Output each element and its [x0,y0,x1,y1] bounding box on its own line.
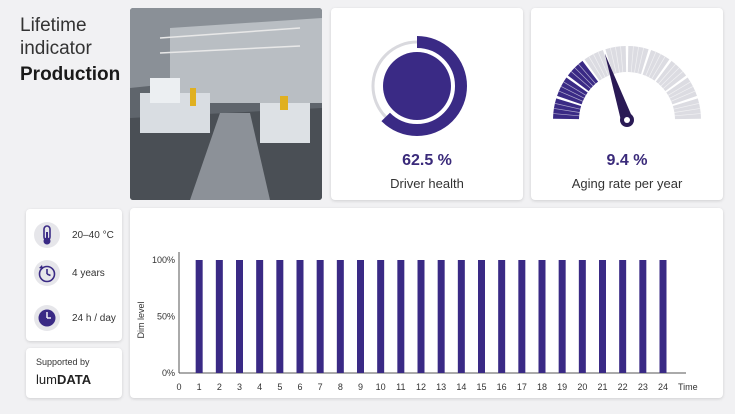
x-tick-label: 14 [456,382,466,392]
bar-hour-8 [336,260,344,373]
x-tick-label: 19 [557,382,567,392]
condition-daily-use: 24 h / day [34,305,116,331]
condition-lifetime: 4 years [34,260,105,286]
condition-lifetime-text: 4 years [72,267,105,279]
bar-hour-1 [195,260,203,373]
x-tick-label: 24 [658,382,668,392]
bar-hour-21 [599,260,606,373]
x-tick-label: 18 [537,382,547,392]
driver-health-value: 62.5 % [402,152,452,169]
page-title-block: Lifetime indicator Production [20,14,120,88]
x-tick-label: 17 [517,382,527,392]
bar-hour-13 [437,260,445,373]
bar-hour-16 [498,260,506,373]
x-tick-label: 15 [476,382,486,392]
aging-rate-card: 9.4 % Aging rate per year [531,8,723,200]
x-tick-label: 9 [358,382,363,392]
y-tick-label: 50% [157,312,175,322]
y-tick-label: 0% [162,368,175,378]
driver-health-label: Driver health [390,176,464,191]
x-tick-label: 5 [277,382,282,392]
bar-hour-14 [457,260,465,373]
x-tick-label: 10 [376,382,386,392]
condition-daily-use-text: 24 h / day [72,312,116,324]
x-tick-label: 3 [237,382,242,392]
y-axis-title: Dim level [136,301,146,338]
supported-by-label: Supported by [36,357,90,367]
bar-hour-24 [659,260,667,373]
gauge-needle [604,53,633,122]
bar-hour-19 [558,260,566,373]
x-tick-label: 6 [297,382,302,392]
bar-hour-17 [518,260,526,373]
x-tick-label: 21 [597,382,607,392]
bar-hour-12 [417,260,425,373]
x-axis-title: Time [678,382,698,392]
aging-rate-label: Aging rate per year [571,176,683,191]
y-tick-label: 100% [152,255,175,265]
bar-hour-9 [357,260,364,373]
aging-rate-gauge [553,46,701,127]
bar-hour-4 [256,260,264,373]
title-line-2: indicator [20,38,92,59]
x-tick-label: 16 [497,382,507,392]
gauge-segment [666,77,697,105]
driver-health-gauge [367,36,467,136]
thermometer-icon [34,222,60,248]
x-tick-label: 2 [217,382,222,392]
lumdata-logo: lumDATA [36,372,91,387]
clock-cycle-icon [34,260,60,286]
dim-level-chart-card: 0 1 2 3 4 5 6 7 8 9 10 11 12 13 14 15 16 17 18 19 20 21 22 23 24… [130,208,723,398]
bar-hour-11 [397,260,405,373]
condition-temperature: 20–40 °C [34,222,114,248]
gauge-segment [557,77,588,105]
bar-hour-22 [619,260,627,373]
bar-hour-2 [215,260,223,373]
day-cycle-icon [34,305,60,331]
bar-hour-10 [377,260,385,373]
dim-level-chart: 0 1 2 3 4 5 6 7 8 9 10 11 12 13 14 15 16 17 18 19 20 21 22 23 24… [136,252,698,392]
title-line-1: Lifetime [20,15,87,36]
bar-hour-18 [538,260,546,373]
brand-light: lum [36,372,57,387]
x-tick-label: 0 [176,382,181,392]
supported-by-card [26,348,122,398]
bar-hour-20 [578,260,586,373]
bar-hour-7 [316,260,324,373]
bar-hour-3 [236,260,243,373]
driver-health-card: 62.5 % Driver health [331,8,523,200]
factory-photo [130,8,322,200]
x-tick-label: 12 [416,382,426,392]
aging-rate-value: 9.4 % [606,152,648,169]
x-tick-label: 7 [318,382,323,392]
bar-hour-6 [296,260,304,373]
x-tick-label: 8 [338,382,343,392]
x-tick-label: 1 [197,382,202,392]
condition-temperature-text: 20–40 °C [72,229,114,241]
x-tick-label: 22 [618,382,628,392]
x-tick-label: 20 [577,382,587,392]
gauge-segment [642,50,670,81]
x-tick-label: 4 [257,382,262,392]
bar-hour-5 [276,260,284,373]
gauge-segment [584,50,612,81]
x-tick-label: 23 [638,382,648,392]
page-title: Production [20,64,121,85]
brand-bold: DATA [56,372,92,387]
bar-hour-15 [478,260,485,373]
x-tick-label: 11 [396,382,405,392]
x-tick-label: 13 [436,382,446,392]
bar-hour-23 [639,260,647,373]
